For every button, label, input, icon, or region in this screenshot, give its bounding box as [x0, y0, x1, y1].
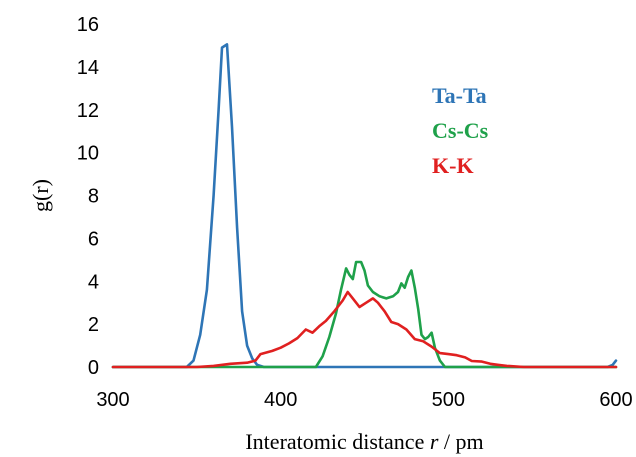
y-tick-labels: 0 2 4 6 8 10 12 14 16 [77, 14, 99, 379]
y-tick-label: 16 [77, 14, 99, 36]
x-tick-label: 600 [599, 389, 632, 411]
y-tick-label: 8 [88, 186, 99, 208]
series-layer [111, 43, 618, 369]
series-line-k-k [111, 290, 618, 369]
legend-entry-ta-ta: Ta-Ta [432, 83, 487, 108]
series-line-cs-cs [111, 260, 618, 369]
y-axis-title: g(r) [28, 179, 53, 212]
y-tick-label: 0 [88, 357, 99, 379]
legend: Ta-Ta Cs-Cs K-K [432, 83, 489, 178]
x-tick-label: 300 [96, 389, 129, 411]
x-axis-title: Interatomic distance r / pm [245, 429, 483, 454]
y-tick-label: 10 [77, 143, 99, 165]
y-tick-label: 4 [88, 271, 99, 293]
x-axis-title-variable: r [430, 429, 439, 454]
x-axis-title-suffix: / pm [438, 429, 483, 454]
y-tick-label: 14 [77, 57, 99, 79]
legend-entry-cs-cs: Cs-Cs [432, 118, 489, 143]
x-tick-label: 500 [432, 389, 465, 411]
y-tick-label: 12 [77, 100, 99, 122]
x-tick-labels: 300 400 500 600 [96, 389, 632, 411]
y-tick-label: 2 [88, 314, 99, 336]
x-axis-title-prefix: Interatomic distance [245, 429, 429, 454]
legend-entry-k-k: K-K [432, 153, 474, 178]
x-tick-label: 400 [264, 389, 297, 411]
y-tick-label: 6 [88, 228, 99, 250]
series-line-ta-ta [111, 43, 618, 369]
